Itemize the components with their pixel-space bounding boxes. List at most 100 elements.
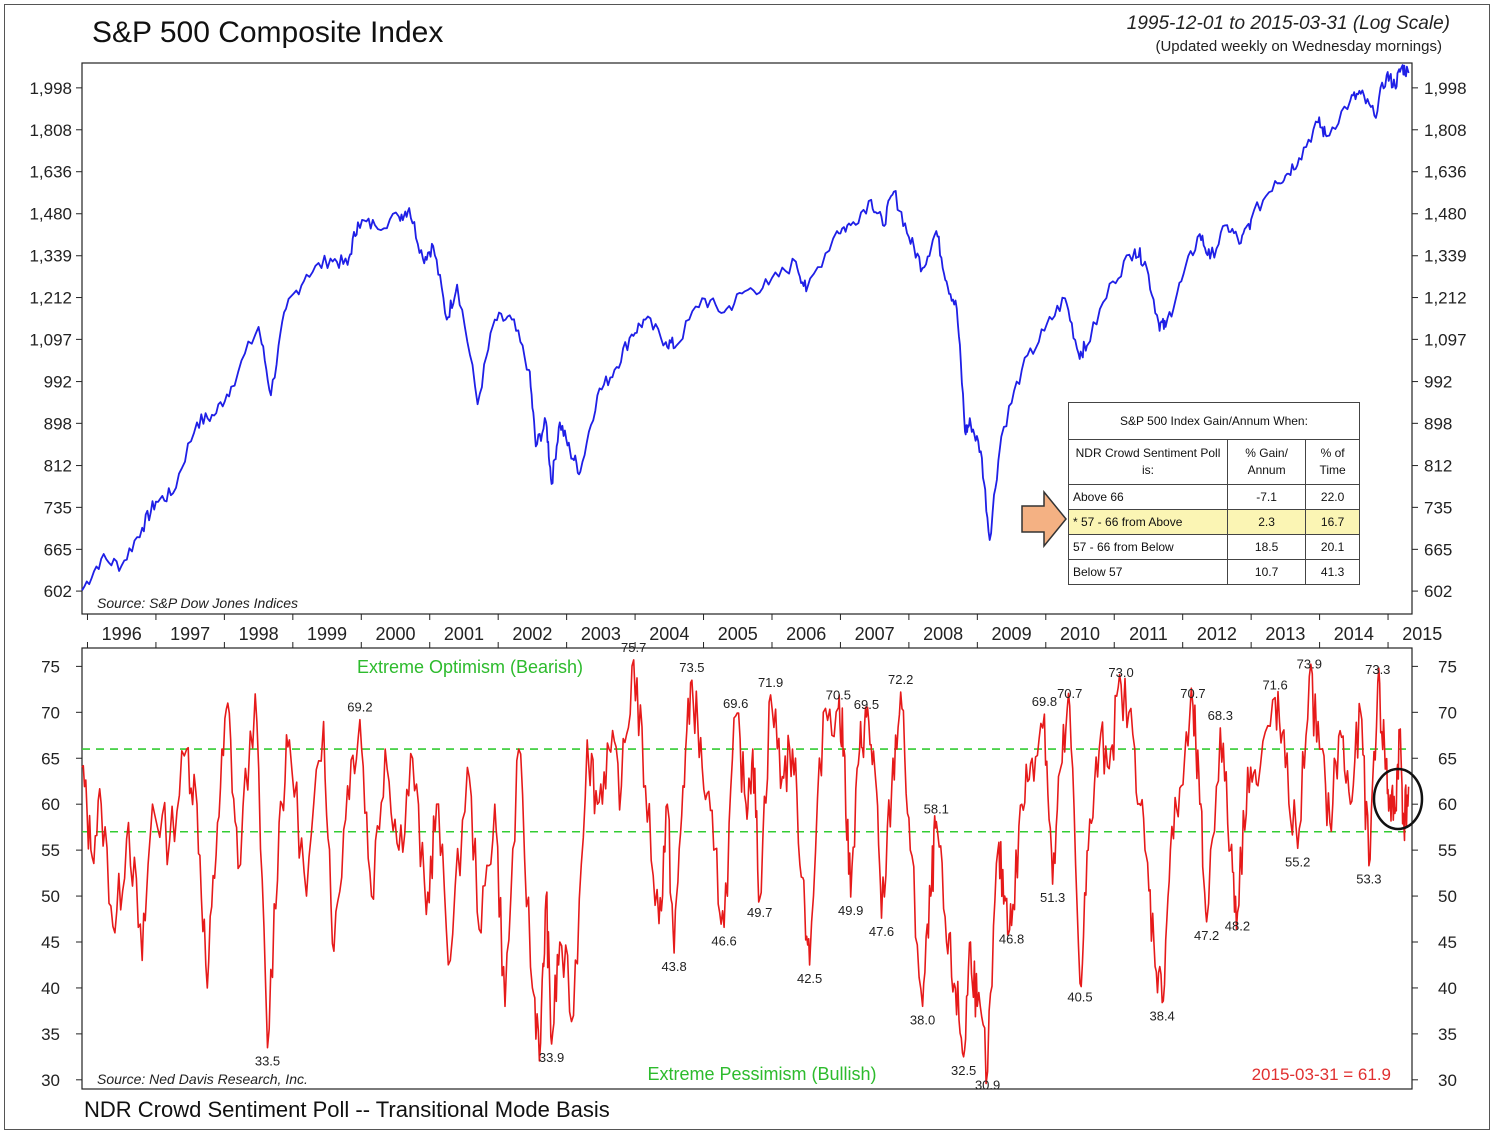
y-tick-label: 65 [1438,749,1457,768]
y-tick-label: 55 [41,841,60,860]
x-tick-label: 2011 [1129,624,1168,644]
annotation-label: 73.3 [1365,662,1390,677]
sp500-index-line [81,64,1410,591]
annotation-label: 43.8 [661,959,686,974]
update-note: (Updated weekly on Wednesday mornings) [1155,38,1442,55]
y-tick-label: 1,636 [29,163,72,182]
y-tick-label: 70 [41,703,60,722]
x-tick-label: 2004 [649,624,689,644]
x-tick-label: 2010 [1060,624,1100,644]
header-sentiment: NDR Crowd Sentiment Poll is: [1068,439,1228,485]
annotation-label: 58.1 [924,802,949,817]
y-tick-label: 70 [1438,703,1457,722]
annotation-label: 73.0 [1108,665,1133,680]
y-tick-label: 735 [1424,498,1452,517]
y-tick-label: 1,998 [1424,79,1467,98]
annotation-label: 68.3 [1208,708,1233,723]
row-label: Above 66 [1068,484,1228,510]
annotation-label: 48.2 [1225,919,1250,934]
annotation-label: 40.5 [1067,989,1092,1004]
annotation-label: 69.8 [1032,694,1057,709]
x-tick-label: 2000 [375,624,415,644]
y-tick-label: 60 [41,795,60,814]
annotation-label: 30.9 [975,1078,1000,1093]
y-tick-label: 35 [1438,1025,1457,1044]
y-tick-label: 1,339 [29,247,72,266]
annotation-label: 69.5 [854,697,879,712]
y-tick-label: 55 [1438,841,1457,860]
latest-reading-circle-marker [1372,767,1424,831]
table-row: Above 66 -7.1 22.0 [1068,484,1360,510]
highlight-arrow-icon [1021,489,1067,549]
row-gain: -7.1 [1226,484,1307,510]
y-tick-label: 735 [44,498,72,517]
y-tick-label: 602 [1424,582,1452,601]
index-y-axis: 602 602 665 665 735 735 812 812 898 898 992 992 1,09… [29,79,1466,601]
y-tick-label: 1,808 [1424,121,1467,140]
row-gain: 10.7 [1226,559,1307,585]
y-tick-label: 1,097 [1424,330,1467,349]
x-tick-label: 1998 [239,624,279,644]
y-tick-label: 45 [1438,933,1457,952]
annotation-label: 70.5 [826,688,851,703]
annotation-label: 73.9 [1297,656,1322,671]
row-time: 20.1 [1305,534,1360,560]
y-tick-label: 40 [41,979,60,998]
y-tick-label: 75 [1438,657,1457,676]
y-tick-label: 992 [1424,373,1452,392]
latest-value-label: 2015-03-31 = 61.9 [1252,1065,1391,1084]
sentiment-y-axis: 30 30 35 35 40 40 45 45 50 50 55 55 60 60 65 65 70 70 75 75 [41,657,1457,1089]
sentiment-line [81,659,1410,1085]
year-axis: 1996 1997 1998 1999 2000 2001 2002 2003 2004 2005… [86,614,1442,648]
annotation-label: 55.2 [1285,854,1310,869]
x-tick-label: 2012 [1197,624,1237,644]
y-tick-label: 898 [44,414,72,433]
annotation-label: 51.3 [1040,890,1065,905]
y-tick-label: 45 [41,933,60,952]
index-plot-area [81,62,1413,615]
chart-title: S&P 500 Composite Index [92,16,444,49]
extreme-pessimism-label: Extreme Pessimism (Bullish) [647,1064,876,1084]
y-tick-label: 1,808 [29,121,72,140]
y-tick-label: 665 [44,540,72,559]
y-tick-label: 35 [41,1025,60,1044]
x-tick-label: 1996 [102,624,142,644]
y-tick-label: 75 [41,657,60,676]
row-time: 16.7 [1305,509,1360,535]
row-time: 22.0 [1305,484,1360,510]
y-tick-label: 1,636 [1424,163,1467,182]
annotation-label: 53.3 [1356,872,1381,887]
table-row: Below 57 10.7 41.3 [1068,559,1360,585]
x-tick-label: 2009 [992,624,1032,644]
row-label: * 57 - 66 from Above [1068,509,1228,535]
x-tick-label: 1999 [307,624,347,644]
row-label: Below 57 [1068,559,1228,585]
header-gain: % Gain/ Annum [1226,439,1307,485]
row-label: 57 - 66 from Below [1068,534,1228,560]
x-tick-label: 2015 [1402,624,1442,644]
x-tick-label: 2014 [1334,624,1374,644]
x-tick-label: 2002 [512,624,552,644]
y-tick-label: 1,212 [29,289,72,308]
annotation-label: 38.0 [910,1012,935,1027]
index-source: Source: S&P Dow Jones Indices [97,595,298,611]
y-tick-label: 1,097 [29,330,72,349]
threshold-lines [82,748,1412,833]
y-tick-label: 50 [41,887,60,906]
annotation-label: 46.8 [999,931,1024,946]
y-tick-label: 665 [1424,540,1452,559]
annotation-label: 70.7 [1057,686,1082,701]
y-tick-label: 1,480 [1424,205,1467,224]
y-tick-label: 30 [1438,1071,1457,1090]
y-tick-label: 602 [44,582,72,601]
y-tick-label: 1,998 [29,79,72,98]
y-tick-label: 1,480 [29,205,72,224]
header-time: % of Time [1305,439,1360,485]
y-tick-label: 1,212 [1424,289,1467,308]
sentiment-source: Source: Ned Davis Research, Inc. [97,1071,308,1087]
y-tick-label: 60 [1438,795,1457,814]
annotation-label: 32.5 [951,1063,976,1078]
row-gain: 18.5 [1226,534,1307,560]
annotation-label: 46.6 [711,933,736,948]
